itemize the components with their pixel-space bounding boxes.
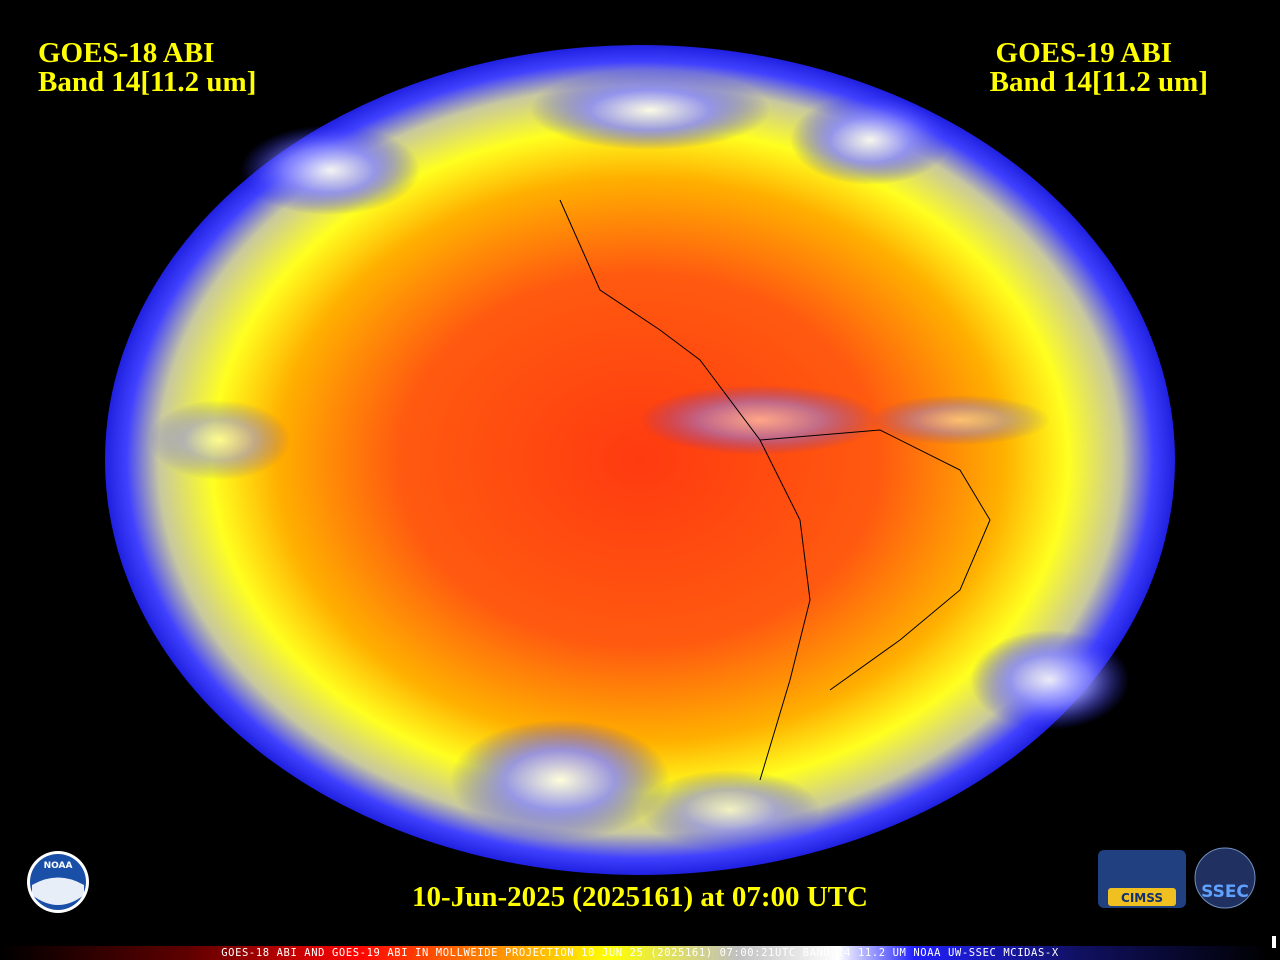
ssec-logo: SSEC — [1194, 847, 1256, 909]
right-band: Band 14[11.2 um] — [990, 66, 1208, 98]
left-band: Band 14[11.2 um] — [38, 66, 256, 98]
cimss-text: CIMSS — [1121, 891, 1163, 905]
noaa-text: NOAA — [44, 861, 73, 871]
coastline — [559, 199, 991, 781]
ssec-text: SSEC — [1201, 882, 1249, 902]
cloud-features — [150, 70, 1130, 850]
cimss-logo: CIMSS — [1098, 850, 1186, 908]
left-title: GOES-18 ABI — [38, 37, 214, 69]
globe — [105, 45, 1175, 875]
footer-text: GOES-18 ABI AND GOES-19 ABI IN MOLLWEIDE… — [221, 947, 1059, 959]
timestamp: 10-Jun-2025 (2025161) at 07:00 UTC — [412, 881, 868, 913]
right-title: GOES-19 ABI — [996, 37, 1172, 69]
noaa-logo: NOAA — [27, 851, 89, 913]
bar-marker — [1272, 936, 1276, 948]
color-bar — [0, 946, 1270, 960]
